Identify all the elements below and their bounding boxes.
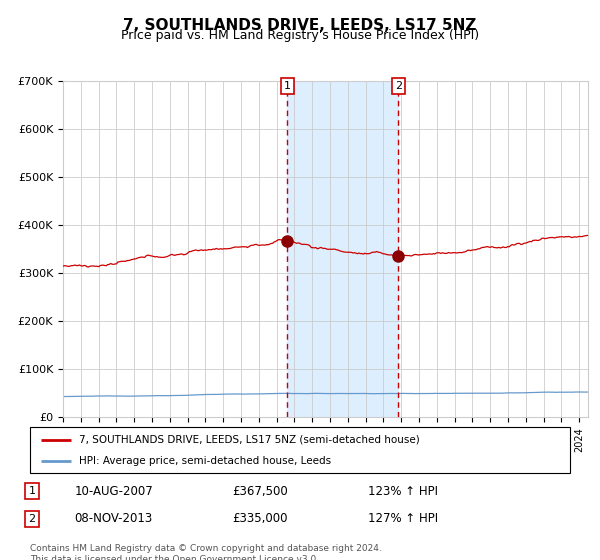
Text: £367,500: £367,500: [232, 484, 288, 498]
Text: 123% ↑ HPI: 123% ↑ HPI: [368, 484, 437, 498]
Text: 1: 1: [29, 486, 35, 496]
FancyBboxPatch shape: [30, 427, 570, 473]
Text: 7, SOUTHLANDS DRIVE, LEEDS, LS17 5NZ (semi-detached house): 7, SOUTHLANDS DRIVE, LEEDS, LS17 5NZ (se…: [79, 435, 419, 445]
Text: 127% ↑ HPI: 127% ↑ HPI: [368, 512, 438, 525]
Text: £335,000: £335,000: [232, 512, 288, 525]
Text: 2: 2: [395, 81, 402, 91]
Text: HPI: Average price, semi-detached house, Leeds: HPI: Average price, semi-detached house,…: [79, 456, 331, 466]
Text: 2: 2: [29, 514, 35, 524]
Text: Contains HM Land Registry data © Crown copyright and database right 2024.
This d: Contains HM Land Registry data © Crown c…: [30, 544, 382, 560]
Bar: [287, 81, 398, 417]
Text: 1: 1: [284, 81, 291, 91]
Text: 08-NOV-2013: 08-NOV-2013: [74, 512, 152, 525]
Text: 7, SOUTHLANDS DRIVE, LEEDS, LS17 5NZ: 7, SOUTHLANDS DRIVE, LEEDS, LS17 5NZ: [124, 18, 476, 33]
Text: Price paid vs. HM Land Registry's House Price Index (HPI): Price paid vs. HM Land Registry's House …: [121, 29, 479, 42]
Text: 10-AUG-2007: 10-AUG-2007: [74, 484, 153, 498]
